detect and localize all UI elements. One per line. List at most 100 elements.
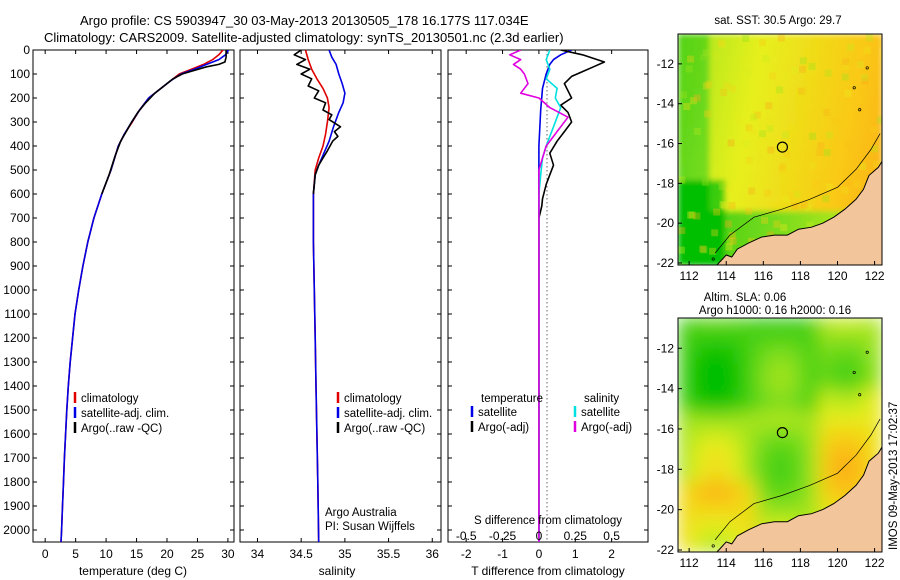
field-cell [693,513,703,522]
field-cell [874,72,882,81]
australia-landmass [678,66,882,265]
field-cell [803,396,812,405]
field-cell [819,157,828,166]
field-cell [685,149,695,158]
field-cell [834,172,844,181]
field-cell [764,497,773,506]
field-cell [748,349,757,358]
field-cell [693,195,703,204]
field-cell [678,157,687,166]
field-cell [725,427,734,436]
field-cell [717,34,726,43]
island [852,370,856,375]
field-cell [701,520,710,530]
field-cell [772,349,781,358]
field-speck [729,85,737,93]
field-cell [780,226,789,235]
field-cell [850,111,859,120]
field-cell [732,134,742,143]
field-cell [693,318,703,327]
field-speck [793,190,801,198]
field-cell [693,364,703,374]
field-cell [748,442,757,452]
field-cell [842,318,852,327]
field-cell [693,126,703,135]
field-cell [685,141,695,151]
legend-label: satellite [581,407,620,419]
field-cell [834,103,844,112]
field-cell [678,34,687,43]
field-cell [756,188,765,197]
field-cell [795,164,805,174]
field-cell [850,357,859,366]
field-cell [842,195,852,204]
field-cell [787,226,797,235]
field-cell [842,419,852,428]
field-cell [866,41,875,50]
field-cell [772,419,781,428]
field-cell [756,126,765,135]
field-cell [725,396,734,405]
field-cell [772,364,781,374]
field-speck [721,202,728,210]
field-cell [717,87,726,97]
field-cell [717,520,726,530]
field-cell [803,450,812,459]
field-cell [701,141,710,151]
field-cell [780,126,789,135]
field-cell [756,87,765,97]
field-cell [717,333,726,342]
field-cell [678,341,687,350]
field-cell [850,474,859,483]
field-cell [685,481,695,491]
field-cell [819,188,828,197]
field-speck [816,149,824,157]
field-cell [717,234,726,243]
field-cell [732,141,742,151]
field-cell [685,388,695,397]
field-cell [811,80,820,89]
field-cell [803,442,812,452]
series-argo-raw-qc- [101,50,227,195]
field-cell [678,103,687,112]
field-cell [678,188,687,197]
field-cell [803,49,812,58]
field-cell [858,126,867,135]
field-cell [866,364,875,374]
field-cell [764,211,773,220]
s-diff-tick-label: 0.25 [564,529,588,543]
field-cell [819,203,828,212]
field-cell [874,411,882,420]
field-cell [693,203,703,212]
field-cell [858,34,867,43]
field-cell [819,211,828,220]
field-speck [678,176,686,184]
field-cell [756,218,765,228]
map-x-tick-label: 114 [717,269,736,283]
field-cell [772,34,781,43]
field-cell [725,489,734,498]
field-cell [678,211,687,220]
field-cell [685,172,695,181]
field-speck [719,201,727,208]
field-cell [827,195,836,204]
field-cell [701,435,710,444]
field-cell [819,466,828,475]
field-cell [678,450,687,459]
field-cell [803,357,812,366]
field-cell [678,513,687,522]
field-cell [748,403,757,413]
field-speck [856,96,864,104]
field-cell [795,103,805,112]
field-cell [827,318,836,327]
field-cell [780,157,789,166]
field-cell [842,141,852,151]
field-cell [740,49,750,58]
field-cell [858,349,867,358]
field-speck [759,39,766,46]
field-cell [834,134,844,143]
field-cell [709,513,718,522]
map-y-tick-label: -16 [657,137,675,151]
field-cell [748,180,757,189]
x-tick-label: 20 [160,547,174,561]
